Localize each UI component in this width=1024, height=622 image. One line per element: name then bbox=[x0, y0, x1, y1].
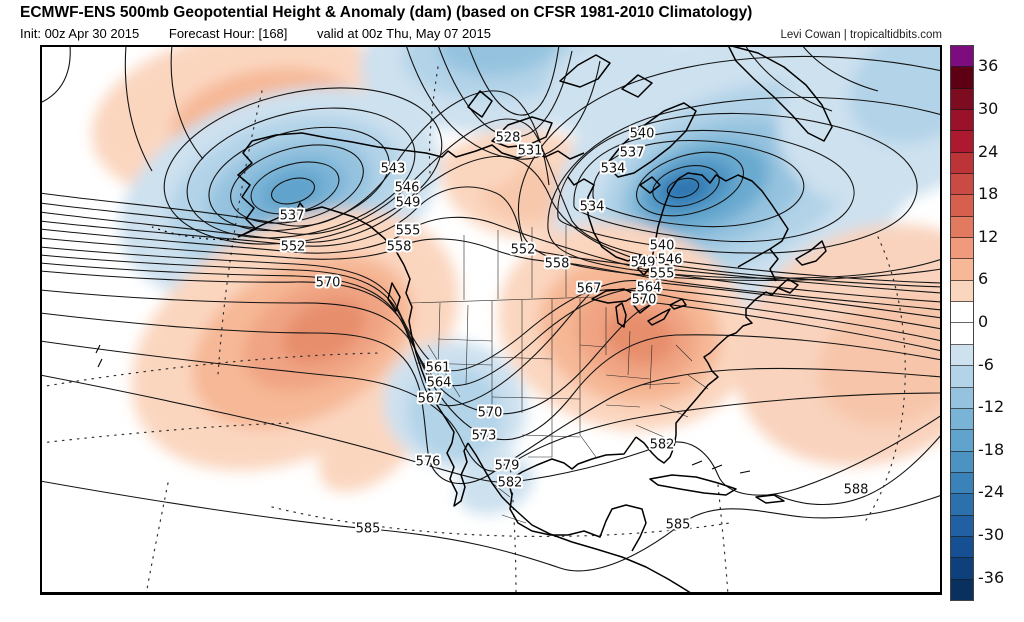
contour-label: 570 bbox=[632, 293, 657, 308]
contour-label: 540 bbox=[650, 239, 675, 254]
colorbar-cell bbox=[951, 515, 973, 537]
contour-labels: 5375525705435465495555585285315405375345… bbox=[278, 125, 871, 539]
colorbar-cell bbox=[951, 451, 973, 473]
colorbar-cell bbox=[951, 46, 973, 68]
colorbar-tick-label: 6 bbox=[978, 269, 989, 289]
contour-label: 528 bbox=[496, 131, 521, 146]
colorbar-cell bbox=[951, 494, 973, 516]
colorbar-tick-labels: 36 30 24 18 12 6 0 -6 -12 -18 -24 -30 -36 bbox=[978, 45, 1024, 599]
contour-label: 531 bbox=[518, 144, 543, 159]
colorbar-cell bbox=[951, 88, 973, 111]
chart-title: ECMWF-ENS 500mb Geopotential Height & An… bbox=[20, 4, 753, 21]
colorbar-cell bbox=[951, 579, 973, 600]
colorbar-cell bbox=[951, 344, 973, 367]
contour-label: 549 bbox=[396, 196, 421, 211]
colorbar-tick-label: -18 bbox=[978, 439, 1005, 459]
contour-label: 573 bbox=[472, 429, 497, 444]
contour-label: 552 bbox=[511, 243, 536, 258]
colorbar-cell bbox=[951, 131, 973, 153]
weather-map: 5375525705435465495555585285315405375345… bbox=[40, 45, 942, 595]
colorbar-tick-label: -6 bbox=[978, 354, 994, 374]
colorbar-cell bbox=[951, 408, 973, 431]
contour-label: 582 bbox=[498, 476, 523, 491]
contour-label: 558 bbox=[387, 240, 412, 255]
contour-label: 543 bbox=[381, 162, 406, 177]
contour-label: 570 bbox=[316, 276, 341, 291]
valid-time: valid at 00z Thu, May 07 2015 bbox=[317, 26, 491, 41]
state-borders bbox=[409, 225, 709, 524]
height-contours bbox=[40, 45, 942, 572]
contour-label: 561 bbox=[426, 361, 451, 376]
colorbar-tick-label: 24 bbox=[978, 141, 999, 161]
contour-label: 540 bbox=[630, 127, 655, 142]
colorbar-tick-label: -24 bbox=[978, 482, 1005, 502]
colorbar-cell bbox=[951, 67, 973, 89]
credit-watermark: Levi Cowan | tropicaltidbits.com bbox=[780, 29, 943, 41]
map-panel: 537 552 570 543 546 549 555 558 528 531 540 537 534 5… bbox=[40, 45, 942, 595]
contour-label: 570 bbox=[478, 406, 503, 421]
contour-label: 567 bbox=[577, 282, 602, 297]
contour-label: 534 bbox=[580, 200, 605, 215]
colorbar-cell bbox=[951, 280, 973, 303]
contour-label: 567 bbox=[418, 392, 443, 407]
colorbar-cell bbox=[951, 302, 973, 324]
colorbar-tick-label: 30 bbox=[978, 99, 999, 119]
coastlines bbox=[95, 45, 833, 595]
contour-label: 582 bbox=[650, 438, 675, 453]
colorbar-cell bbox=[951, 430, 973, 452]
colorbar-cell bbox=[951, 323, 973, 345]
colorbar-cell bbox=[951, 216, 973, 239]
contour-label: 537 bbox=[620, 146, 645, 161]
colorbar-tick-label: 12 bbox=[978, 226, 999, 246]
contour-label: 585 bbox=[356, 522, 381, 537]
colorbar-cell bbox=[951, 366, 973, 388]
contour-label: 585 bbox=[666, 518, 691, 533]
contour-label: 537 bbox=[280, 209, 305, 224]
contour-label: 576 bbox=[416, 455, 441, 470]
colorbar-tick-label: 18 bbox=[978, 184, 999, 204]
init-time: Init: 00z Apr 30 2015 bbox=[20, 26, 140, 41]
colorbar-tick-label: -36 bbox=[978, 567, 1005, 587]
colorbar-tick-label: 0 bbox=[978, 312, 989, 332]
colorbar-cell bbox=[951, 195, 973, 217]
contour-label: 564 bbox=[637, 281, 662, 296]
anomaly-colorbar bbox=[950, 45, 974, 601]
forecast-hour: Forecast Hour: [168] bbox=[168, 26, 288, 41]
colorbar-cell bbox=[951, 558, 973, 580]
colorbar-cell bbox=[951, 110, 973, 132]
contour-label: 564 bbox=[427, 376, 452, 391]
colorbar-cell bbox=[951, 536, 973, 559]
contour-label: 552 bbox=[281, 240, 306, 255]
contour-label: 546 bbox=[658, 253, 683, 268]
contour-label: 534 bbox=[601, 162, 626, 177]
colorbar-cell bbox=[951, 472, 973, 495]
contour-label: 558 bbox=[545, 257, 570, 272]
contour-label: 555 bbox=[650, 267, 675, 282]
contour-label: 579 bbox=[495, 459, 520, 474]
colorbar-tick-label: -12 bbox=[978, 397, 1005, 417]
colorbar-cell bbox=[951, 387, 973, 409]
anomaly-shading bbox=[91, 45, 942, 515]
colorbar-tick-label: 36 bbox=[978, 56, 999, 76]
contour-label: 588 bbox=[844, 483, 869, 498]
colorbar-cell bbox=[951, 174, 973, 196]
colorbar-tick-label: -30 bbox=[978, 525, 1005, 545]
colorbar-cell bbox=[951, 238, 973, 260]
colorbar-cell bbox=[951, 152, 973, 175]
colorbar-cells bbox=[951, 46, 973, 600]
colorbar-cell bbox=[951, 259, 973, 281]
run-info-row: Init: 00z Apr 30 2015 Forecast Hour: [16… bbox=[20, 26, 940, 41]
contour-label: 555 bbox=[396, 224, 421, 239]
contour-label: 549 bbox=[631, 256, 656, 271]
contour-label: 546 bbox=[395, 181, 420, 196]
